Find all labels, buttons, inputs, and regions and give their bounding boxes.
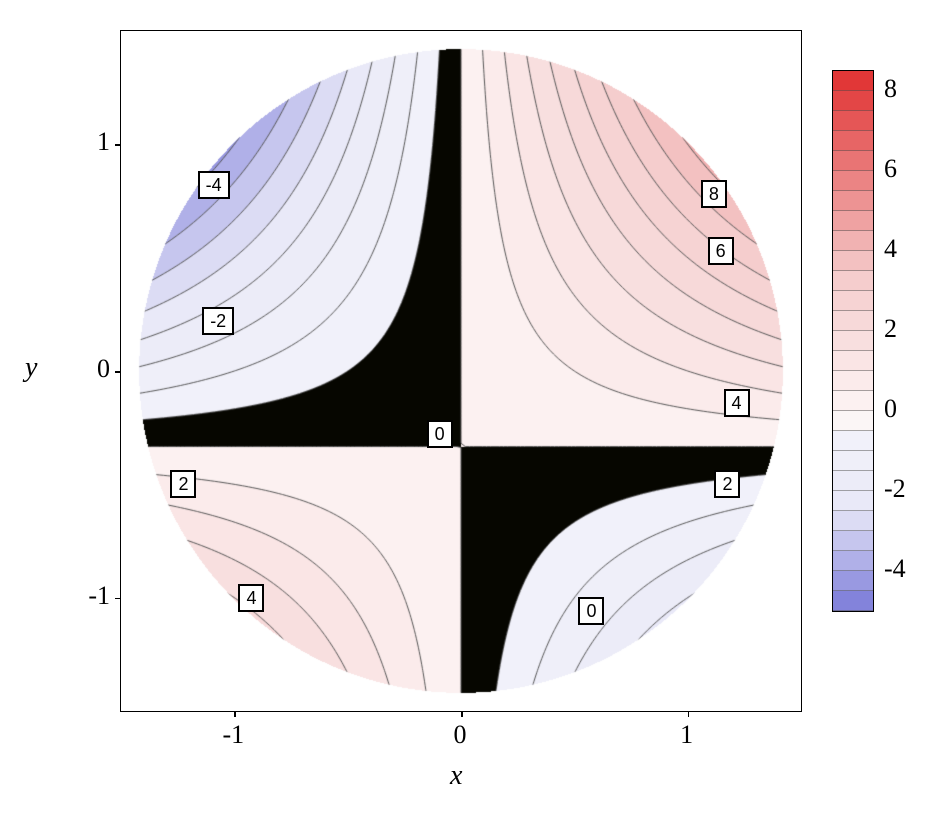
- x-axis-label: x: [450, 760, 462, 792]
- colorbar-tick-label: 6: [884, 154, 897, 184]
- colorbar-tick-label: 0: [884, 394, 897, 424]
- x-tick-label: -1: [213, 720, 253, 750]
- y-tick-label: 1: [60, 127, 110, 157]
- colorbar-tick-label: 8: [884, 74, 897, 104]
- plot-frame: -4 -2 0 0 2 2 4 4 6 8: [120, 30, 802, 712]
- contour-label: 8: [701, 180, 727, 208]
- contour-label: 6: [708, 237, 734, 265]
- contour-labels: -4 -2 0 0 2 2 4 4 6 8: [121, 31, 801, 711]
- contour-label: -2: [202, 307, 234, 335]
- contour-label: 2: [170, 470, 196, 498]
- colorbar-tick-label: 2: [884, 314, 897, 344]
- contour-label: -4: [198, 171, 230, 199]
- contour-label: 4: [724, 389, 750, 417]
- colorbar: -4-202468: [832, 20, 874, 612]
- colorbar-tick-label: -2: [884, 474, 906, 504]
- colorbar-tick-label: -4: [884, 554, 906, 584]
- contour-label: 0: [578, 597, 604, 625]
- y-axis-label: y: [25, 352, 37, 384]
- contour-label: 2: [714, 470, 740, 498]
- colorbar-tick-label: 4: [884, 234, 897, 264]
- x-tick-label: 0: [440, 720, 480, 750]
- contour-label: 4: [238, 584, 264, 612]
- y-tick-label: -1: [60, 581, 110, 611]
- contour-label: 0: [427, 420, 453, 448]
- x-tick-label: 1: [667, 720, 707, 750]
- y-tick-label: 0: [60, 354, 110, 384]
